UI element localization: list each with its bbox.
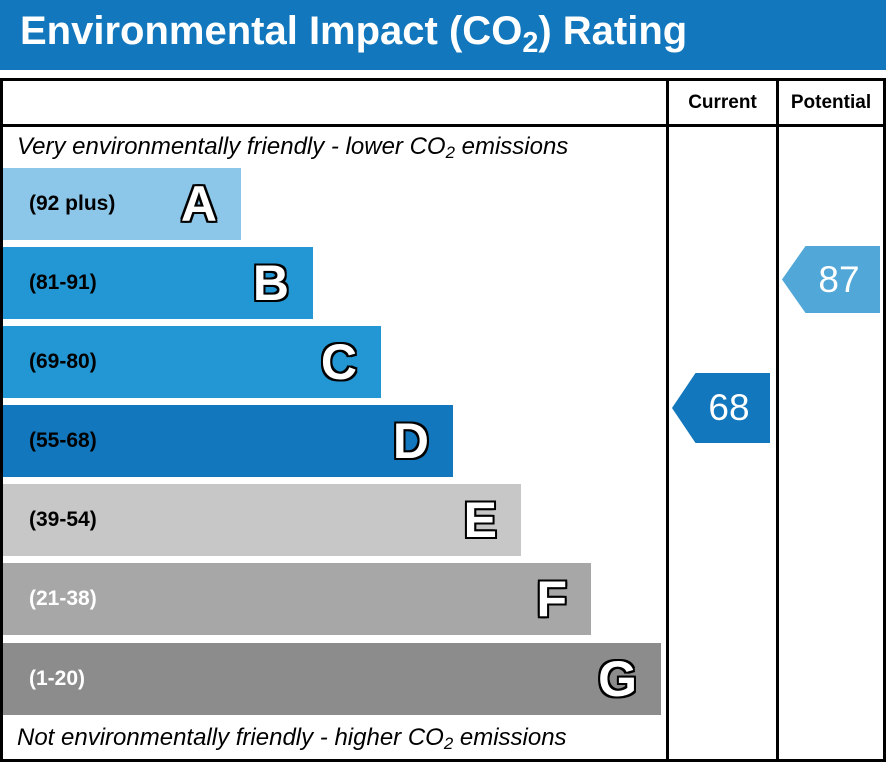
page-title: Environmental Impact (CO2) Rating: [0, 9, 687, 60]
rating-bar-f: (21-38) F: [3, 563, 591, 635]
potential-rating-pointer: 87: [782, 246, 880, 313]
rating-bar-d: (55-68) D: [3, 405, 453, 477]
band-range-label: (21-38): [29, 587, 97, 610]
potential-rating-value: 87: [818, 258, 860, 300]
top-caption-subscript: 2: [445, 143, 455, 163]
band-letter: B: [252, 255, 291, 311]
band-range-label: (81-91): [29, 271, 97, 294]
title-text-pre: Environmental Impact (CO: [20, 9, 523, 54]
band-letter: D: [392, 413, 431, 469]
column-divider-current: [666, 81, 669, 759]
band-letter: G: [597, 651, 638, 707]
rating-bar-c: (69-80) C: [3, 326, 381, 398]
rating-bar-e: (39-54) E: [3, 484, 521, 556]
title-subscript: 2: [522, 27, 539, 60]
bottom-caption-pre: Not environmentally friendly - higher CO: [17, 724, 444, 751]
bottom-caption-post: emissions: [453, 724, 567, 751]
current-rating-value: 68: [708, 387, 750, 428]
rating-table: Current Potential Very environmentally f…: [0, 78, 886, 762]
column-header-current: Current: [688, 92, 757, 113]
title-text-post: ) Rating: [538, 9, 688, 54]
band-letter: F: [535, 571, 568, 627]
header-row-divider: [3, 124, 883, 127]
band-range-label: (55-68): [29, 429, 97, 452]
column-header-potential: Potential: [790, 92, 872, 113]
band-range-label: (69-80): [29, 350, 97, 373]
current-rating-pointer: 68: [672, 373, 770, 443]
column-divider-potential: [776, 81, 779, 759]
top-caption-post: emissions: [454, 133, 569, 160]
bottom-caption: Not environmentally friendly - higher CO…: [3, 718, 567, 758]
top-caption-pre: Very environmentally friendly - lower CO: [17, 133, 446, 160]
rating-bar-g: (1-20) G: [3, 643, 661, 715]
chart-title-band: Environmental Impact (CO2) Rating: [0, 0, 886, 70]
band-range-label: (1-20): [29, 667, 86, 690]
rating-bar-b: (81-91) B: [3, 247, 313, 319]
top-caption: Very environmentally friendly - lower CO…: [3, 127, 568, 166]
bottom-caption-subscript: 2: [443, 734, 454, 754]
band-letter: E: [462, 492, 498, 548]
rating-bar-a: (92 plus) A: [3, 168, 241, 240]
band-range-label: (92 plus): [29, 192, 116, 215]
band-letter: C: [320, 334, 359, 390]
band-letter: A: [180, 176, 219, 232]
band-range-label: (39-54): [29, 508, 97, 531]
